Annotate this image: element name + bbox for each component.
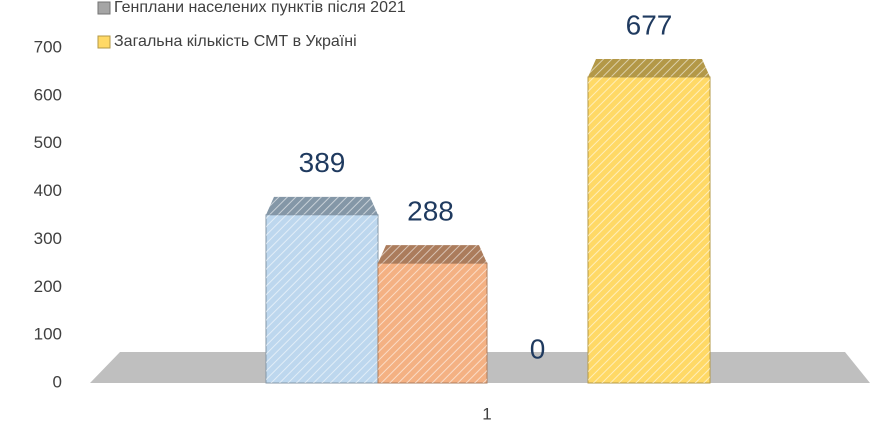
data-label: 0 bbox=[530, 333, 546, 364]
y-tick-label: 400 bbox=[34, 181, 62, 200]
y-tick-label: 700 bbox=[34, 37, 62, 56]
x-tick-label: 1 bbox=[482, 404, 491, 422]
y-tick-label: 200 bbox=[34, 277, 62, 296]
y-tick-label: 0 bbox=[53, 372, 62, 391]
bar-hatch bbox=[378, 263, 487, 383]
y-tick-label: 500 bbox=[34, 133, 62, 152]
y-tick-label: 100 bbox=[34, 325, 62, 344]
bar-top-hatch bbox=[266, 196, 378, 215]
bar-hatch bbox=[266, 214, 378, 383]
legend-label: Генплани населених пунктів після 2021 bbox=[114, 0, 406, 16]
data-label: 677 bbox=[626, 9, 673, 40]
bar-hatch bbox=[588, 77, 710, 383]
bar-top-hatch bbox=[378, 245, 487, 264]
data-label: 288 bbox=[407, 196, 454, 227]
legend-label: Загальна кількість СМТ в Україні bbox=[114, 33, 357, 50]
bar-top-hatch bbox=[588, 59, 710, 78]
legend-swatch bbox=[97, 1, 111, 15]
legend-swatch bbox=[97, 35, 111, 49]
y-tick-label: 300 bbox=[34, 229, 62, 248]
y-tick-label: 600 bbox=[34, 85, 62, 104]
data-label: 389 bbox=[299, 147, 346, 178]
